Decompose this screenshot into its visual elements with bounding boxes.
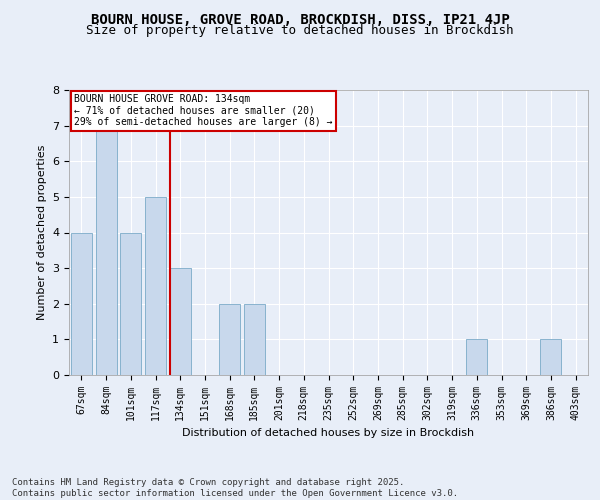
- Bar: [244, 304, 265, 375]
- Bar: [170, 268, 191, 375]
- Bar: [145, 197, 166, 375]
- Bar: [541, 340, 562, 375]
- Bar: [120, 232, 141, 375]
- Bar: [219, 304, 240, 375]
- Text: Size of property relative to detached houses in Brockdish: Size of property relative to detached ho…: [86, 24, 514, 37]
- Text: BOURN HOUSE GROVE ROAD: 134sqm
← 71% of detached houses are smaller (20)
29% of : BOURN HOUSE GROVE ROAD: 134sqm ← 71% of …: [74, 94, 332, 128]
- Bar: [71, 232, 92, 375]
- Text: Contains HM Land Registry data © Crown copyright and database right 2025.
Contai: Contains HM Land Registry data © Crown c…: [12, 478, 458, 498]
- Text: BOURN HOUSE, GROVE ROAD, BROCKDISH, DISS, IP21 4JP: BOURN HOUSE, GROVE ROAD, BROCKDISH, DISS…: [91, 12, 509, 26]
- X-axis label: Distribution of detached houses by size in Brockdish: Distribution of detached houses by size …: [182, 428, 475, 438]
- Bar: [95, 126, 116, 375]
- Y-axis label: Number of detached properties: Number of detached properties: [37, 145, 47, 320]
- Bar: [466, 340, 487, 375]
